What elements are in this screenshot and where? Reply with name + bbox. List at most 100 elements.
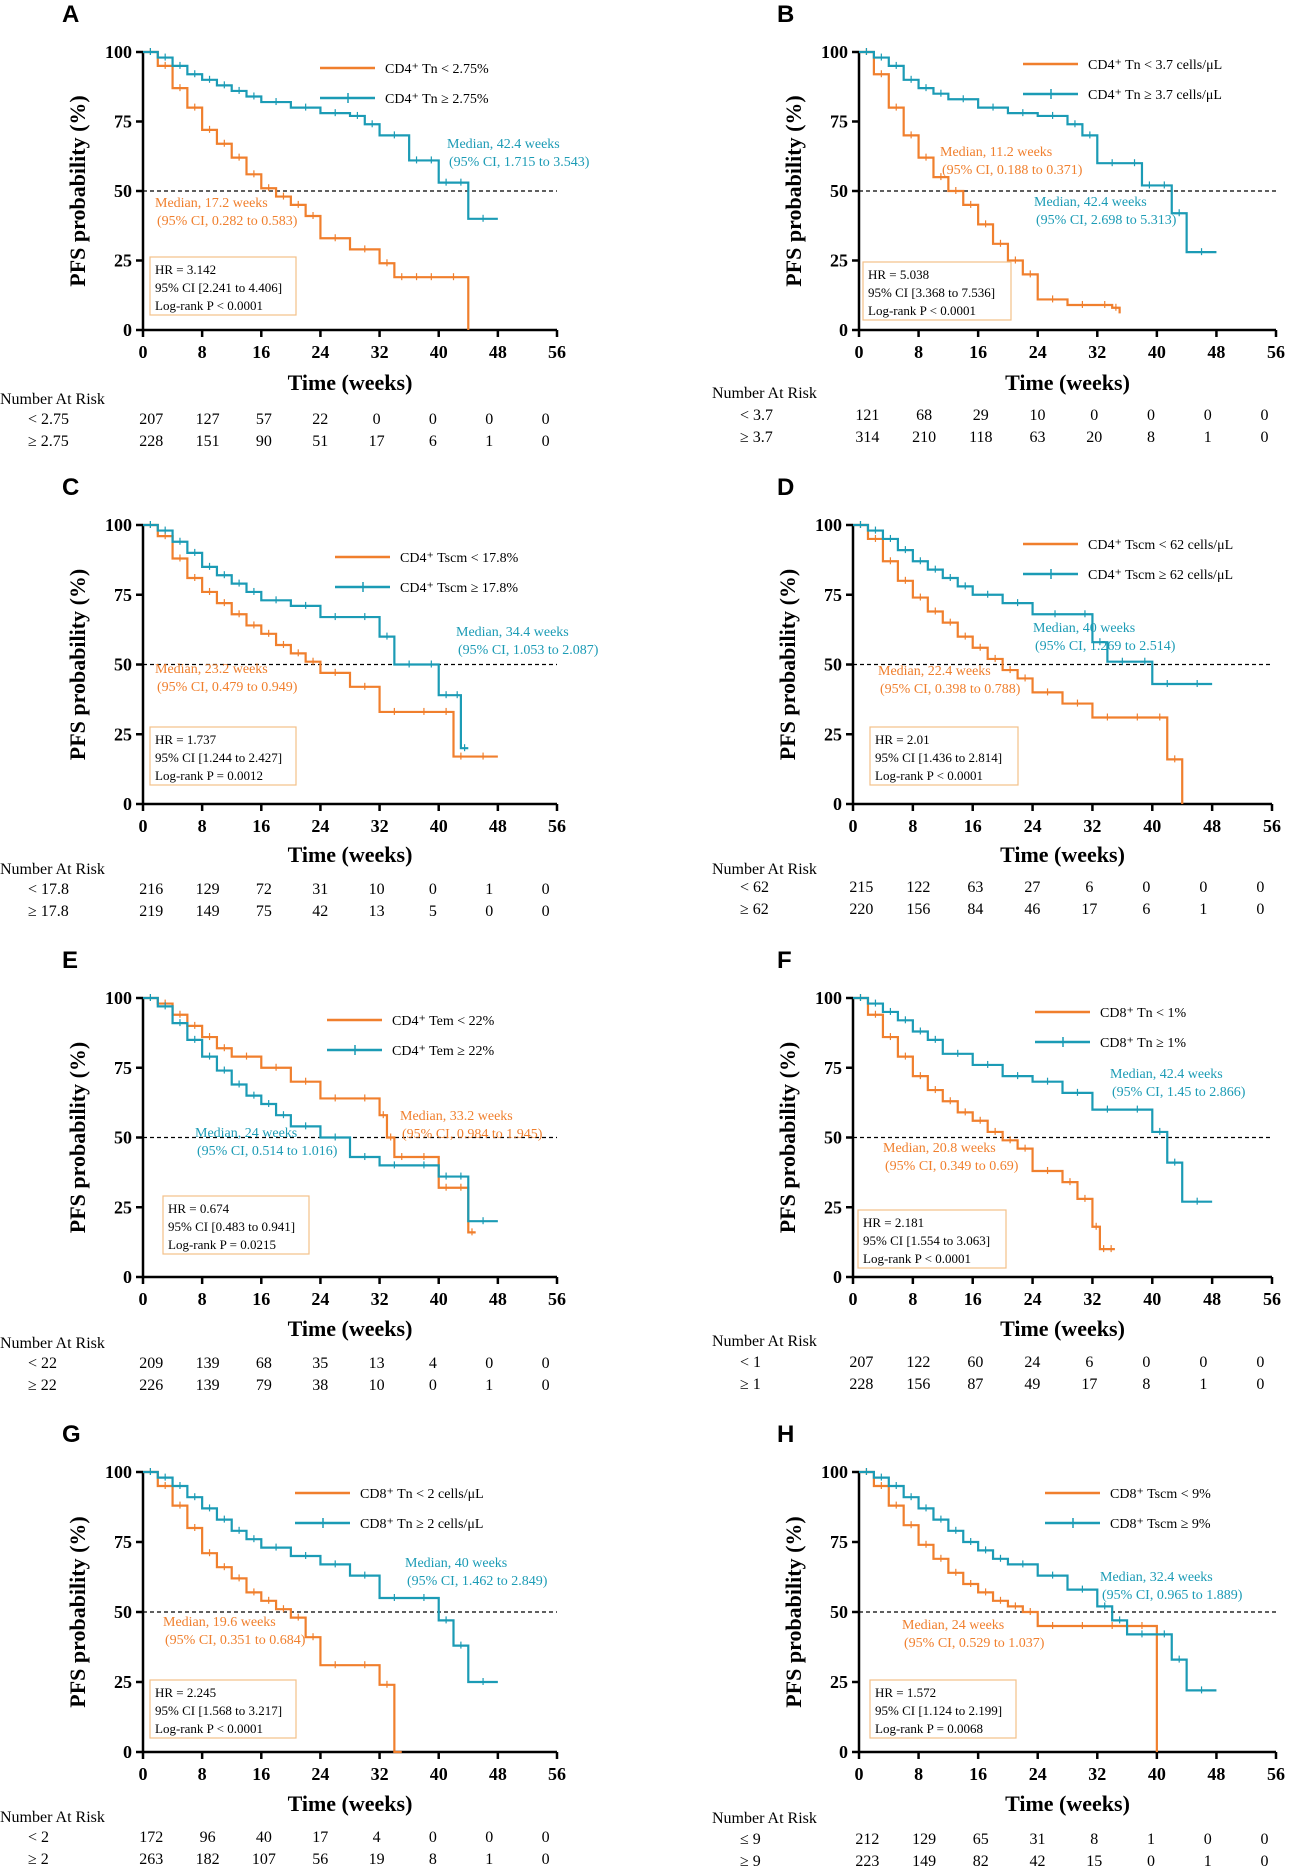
median-ci-orange: (95% CI, 0.351 to 0.684) (165, 1633, 306, 1648)
risk-value: 79 (256, 1377, 272, 1394)
legend-entry: CD4⁺ Tscm ≥ 17.8% (400, 581, 518, 596)
panel-letter: C (62, 474, 79, 501)
legend-entry: CD4⁺ Tn < 3.7 cells/μL (1088, 58, 1222, 73)
risk-value: 51 (312, 433, 328, 450)
risk-value: 210 (912, 429, 936, 446)
x-tick-label: 48 (1207, 1764, 1225, 1784)
median-ci-orange: (95% CI, 0.349 to 0.69) (885, 1159, 1019, 1174)
risk-row-label: ≥ 2 (28, 1851, 49, 1868)
stats-line: Log-rank P = 0.0215 (168, 1237, 276, 1252)
y-tick-label: 25 (824, 724, 842, 744)
risk-row-label: < 1 (740, 1354, 761, 1371)
legend-entry: CD8⁺ Tscm < 9% (1110, 1487, 1211, 1502)
legend-entry: CD4⁺ Tem ≥ 22% (392, 1044, 494, 1059)
km-curve-orange (143, 1470, 402, 1754)
x-tick-label: 8 (908, 1289, 917, 1309)
x-tick-label: 32 (371, 342, 389, 362)
km-curve-orange (853, 523, 1184, 804)
risk-value: 17 (1081, 1376, 1097, 1393)
x-tick-label: 0 (849, 1289, 858, 1309)
risk-value: 0 (1256, 1376, 1264, 1393)
risk-table-title: Number At Risk (712, 861, 817, 878)
risk-value: 27 (1024, 879, 1040, 896)
risk-value: 139 (196, 1355, 220, 1372)
risk-value: 1 (1204, 429, 1212, 446)
risk-value: 31 (1030, 1831, 1046, 1848)
risk-table-title: Number At Risk (712, 385, 817, 402)
risk-row-label: ≥ 9 (740, 1853, 761, 1870)
risk-value: 122 (906, 879, 930, 896)
risk-value: 149 (912, 1853, 936, 1870)
risk-value: 0 (485, 1829, 493, 1846)
risk-value: 90 (256, 433, 272, 450)
median-ci-teal: (95% CI, 2.698 to 5.313) (1036, 213, 1177, 228)
risk-row-label: < 17.8 (28, 881, 69, 898)
x-tick-label: 8 (914, 342, 923, 362)
risk-value: 209 (139, 1355, 163, 1372)
risk-value: 0 (1256, 901, 1264, 918)
risk-value: 17 (312, 1829, 328, 1846)
km-curve-teal (853, 523, 1213, 686)
median-label-teal: Median, 40 weeks (405, 1556, 507, 1571)
km-curve-orange (143, 523, 498, 758)
x-axis-title: Time (weeks) (1005, 370, 1130, 395)
risk-value: 1 (1204, 1853, 1212, 1870)
risk-row-label: < 62 (740, 879, 769, 896)
risk-value: 0 (1260, 407, 1268, 424)
median-label-teal: Median, 34.4 weeks (456, 625, 569, 640)
legend-entry: CD4⁺ Tem < 22% (392, 1014, 495, 1029)
x-tick-label: 56 (548, 816, 566, 836)
median-ci-orange: (95% CI, 0.479 to 0.949) (157, 680, 298, 695)
risk-value: 46 (1024, 901, 1040, 918)
median-ci-teal: (95% CI, 1.45 to 2.866) (1112, 1085, 1246, 1100)
risk-row-label: < 2.75 (28, 411, 69, 428)
km-curve-orange (143, 50, 470, 330)
x-tick-label: 8 (198, 816, 207, 836)
x-tick-label: 24 (311, 816, 329, 836)
risk-value: 6 (429, 433, 437, 450)
stats-line: HR = 0.674 (168, 1201, 230, 1216)
risk-value: 1 (1199, 901, 1207, 918)
x-axis-title: Time (weeks) (1000, 842, 1125, 867)
median-label-teal: Median, 42.4 weeks (1110, 1067, 1223, 1082)
x-tick-label: 32 (371, 1764, 389, 1784)
risk-value: 129 (912, 1831, 936, 1848)
x-tick-label: 0 (855, 1764, 864, 1784)
risk-value: 0 (429, 1829, 437, 1846)
stats-line: Log-rank P = 0.0012 (155, 768, 263, 783)
x-tick-label: 0 (139, 1764, 148, 1784)
risk-value: 40 (256, 1829, 272, 1846)
risk-value: 0 (542, 433, 550, 450)
risk-value: 75 (256, 903, 272, 920)
y-tick-label: 25 (830, 1672, 848, 1692)
stats-line: HR = 2.245 (155, 1685, 216, 1700)
risk-value: 0 (542, 1851, 550, 1868)
x-axis-title: Time (weeks) (1000, 1316, 1125, 1341)
y-tick-label: 50 (830, 1602, 848, 1622)
panel-letter: A (62, 1, 79, 28)
risk-value: 8 (429, 1851, 437, 1868)
x-tick-label: 16 (969, 342, 987, 362)
risk-value: 107 (252, 1851, 276, 1868)
stats-line: HR = 5.038 (868, 267, 929, 282)
risk-value: 24 (1024, 1354, 1040, 1371)
stats-line: 95% CI [1.244 to 2.427] (155, 750, 282, 765)
x-tick-label: 0 (849, 816, 858, 836)
risk-value: 57 (256, 411, 272, 428)
risk-value: 122 (906, 1354, 930, 1371)
median-label-teal: Median, 42.4 weeks (447, 137, 560, 152)
risk-value: 151 (196, 433, 220, 450)
risk-value: 127 (196, 411, 220, 428)
risk-value: 8 (1090, 1831, 1098, 1848)
risk-value: 6 (1085, 1354, 1093, 1371)
risk-value: 1 (1199, 1376, 1207, 1393)
risk-value: 42 (312, 903, 328, 920)
risk-value: 0 (1147, 407, 1155, 424)
y-tick-label: 0 (833, 1267, 842, 1287)
risk-value: 13 (369, 1355, 385, 1372)
risk-value: 182 (196, 1851, 220, 1868)
median-ci-orange: (95% CI, 0.529 to 1.037) (904, 1636, 1045, 1651)
x-tick-label: 8 (198, 1289, 207, 1309)
